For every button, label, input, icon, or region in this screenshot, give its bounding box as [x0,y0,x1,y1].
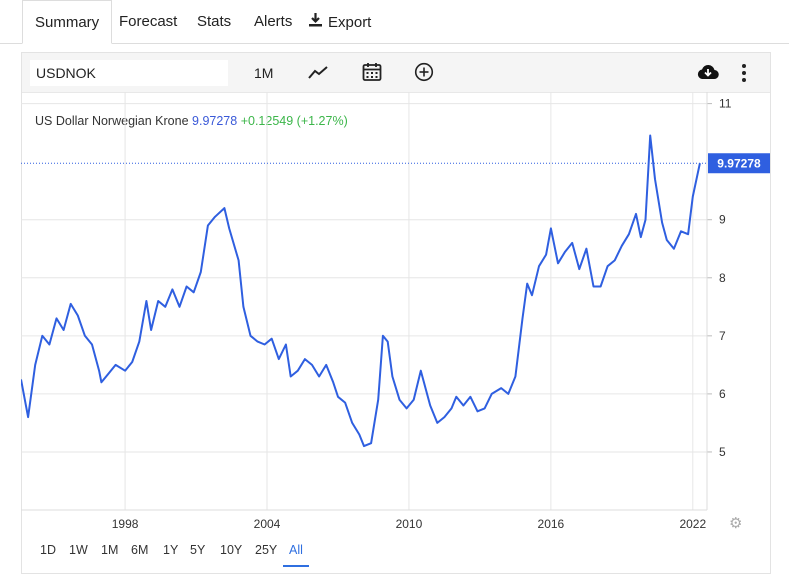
line-chart: 5 6 7 8 9 11 1998 2004 2010 2016 2022 9.97278 [21,92,770,531]
top-nav: Summary Forecast Stats Alerts Export [0,0,789,44]
download-icon [309,0,322,44]
y-tick-label: 9 [719,213,726,227]
range-all[interactable]: All [289,543,303,557]
range-active-indicator [283,565,309,567]
x-tick-label: 2004 [254,517,281,531]
legend-name: US Dollar Norwegian Krone [35,114,189,128]
calendar-icon[interactable] [362,62,382,87]
price-tag-label: 9.97278 [717,157,761,171]
legend-price: 9.97278 [192,114,238,128]
tab-export[interactable]: Export [309,0,371,44]
y-tick-label: 8 [719,271,726,285]
range-1m[interactable]: 1M [101,543,119,557]
tab-alerts[interactable]: Alerts [254,13,293,30]
chart-panel: 1M US Dollar Norwegian Krone 9.97278 +0.… [21,52,771,574]
legend-change-pct: (+1.27%) [296,114,348,128]
x-tick-label: 2010 [396,517,423,531]
y-tick-label: 5 [719,445,726,459]
x-tick-label: 1998 [112,517,139,531]
tab-summary[interactable]: Summary [22,0,113,44]
cloud-download-icon[interactable] [697,64,719,85]
chart-toolbar: 1M [22,53,770,93]
price-tag-box [708,153,770,174]
x-tick-label: 2016 [538,517,565,531]
y-tick-label: 11 [719,97,732,111]
range-10y[interactable]: 10Y [220,543,243,557]
plus-circle-icon[interactable] [414,62,434,87]
series-line [21,134,701,448]
range-1y[interactable]: 1Y [163,543,179,557]
export-label: Export [328,14,372,31]
range-1w[interactable]: 1W [69,543,88,557]
settings-gear-icon[interactable]: ⚙ [729,515,743,532]
tab-stats[interactable]: Stats [197,13,232,30]
y-tick-label: 6 [719,387,726,401]
interval-selector[interactable]: 1M [254,65,274,81]
chart-legend: US Dollar Norwegian Krone 9.97278 +0.125… [35,114,348,128]
range-1d[interactable]: 1D [40,543,56,557]
symbol-input[interactable] [30,60,228,86]
y-tick-label: 7 [719,329,726,343]
tab-forecast[interactable]: Forecast [119,13,178,30]
line-chart-icon[interactable] [308,66,328,85]
x-tick-label: 2022 [679,517,706,531]
range-25y[interactable]: 25Y [255,543,278,557]
range-5y[interactable]: 5Y [190,543,206,557]
more-vertical-icon[interactable] [741,63,747,88]
range-6m[interactable]: 6M [131,543,149,557]
